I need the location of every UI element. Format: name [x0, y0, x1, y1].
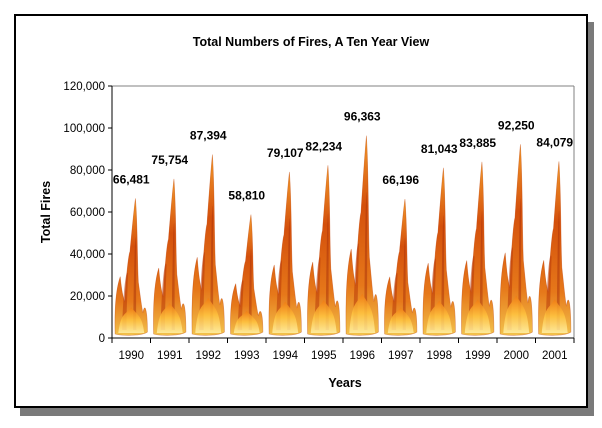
- flame-body: [153, 178, 187, 336]
- data-label: 96,363: [344, 110, 381, 124]
- x-tick-label: 1995: [311, 350, 337, 362]
- flame-streak: [556, 210, 560, 330]
- bar: [307, 165, 341, 336]
- flame-body: [268, 171, 302, 336]
- flame-core: [310, 300, 337, 333]
- y-tick-label: 100,000: [63, 123, 105, 135]
- y-tick-label: 120,000: [63, 81, 105, 93]
- flame-body: [461, 161, 495, 336]
- bar: [191, 154, 225, 336]
- x-tick-label: 1997: [388, 350, 414, 362]
- flame-core: [195, 297, 222, 333]
- flame-core: [156, 303, 183, 333]
- data-label: 66,481: [113, 172, 150, 186]
- flame-streak: [287, 218, 291, 330]
- plot-area: 0 20,000 40,000 60,000 80,000 100,000 120,000 1…: [63, 81, 575, 362]
- x-tick-label: 1998: [426, 350, 452, 362]
- flame-core: [118, 307, 145, 333]
- flame-body: [307, 165, 341, 336]
- flame-core: [387, 307, 414, 333]
- y-axis-label: Total Fires: [39, 181, 53, 243]
- flame-core: [349, 293, 376, 333]
- bar: [345, 135, 379, 336]
- x-tick-label: 2000: [503, 350, 529, 362]
- y-tick-label: 60,000: [70, 207, 105, 219]
- flame-body: [345, 135, 379, 336]
- data-label: 92,250: [498, 118, 535, 132]
- data-label: 83,885: [459, 136, 496, 150]
- x-tick-label: 1992: [195, 350, 221, 362]
- x-tick-label: 1994: [272, 350, 298, 362]
- flame-body: [191, 154, 225, 336]
- flame-streak: [479, 210, 483, 330]
- flame-core: [503, 295, 530, 333]
- flame-core: [272, 301, 299, 333]
- flame-body: [230, 214, 264, 336]
- x-axis-label: Years: [328, 376, 361, 390]
- flame-core: [541, 299, 568, 333]
- x-tick-label: 1996: [349, 350, 375, 362]
- flame-body: [499, 144, 533, 336]
- bar: [461, 161, 495, 336]
- bar: [268, 171, 302, 336]
- x-tick-label: 1993: [234, 350, 260, 362]
- flame-core: [233, 310, 260, 333]
- flame-body: [538, 161, 572, 336]
- flame-core: [426, 300, 453, 333]
- flame-body: [384, 198, 418, 336]
- data-label: 84,079: [536, 135, 573, 149]
- y-tick-label: 20,000: [70, 291, 105, 303]
- flame-streak: [248, 248, 252, 330]
- data-label: 79,107: [267, 146, 304, 160]
- y-tick-label: 80,000: [70, 165, 105, 177]
- bar: [230, 214, 264, 336]
- flame-streak: [133, 237, 137, 330]
- chart-title: Total Numbers of Fires, A Ten Year View: [193, 35, 430, 49]
- flame-streak: [518, 198, 522, 330]
- flame-body: [114, 198, 148, 336]
- flame-streak: [402, 237, 406, 330]
- data-label: 81,043: [421, 142, 458, 156]
- data-label: 87,394: [190, 128, 227, 142]
- bar: [538, 161, 572, 336]
- flame-streak: [441, 215, 445, 330]
- bar: [422, 167, 456, 336]
- data-label: 75,754: [151, 153, 188, 167]
- bar: [499, 144, 533, 336]
- x-tick-label: 2001: [542, 350, 568, 362]
- flame-streak: [325, 213, 329, 330]
- flame-body: [422, 167, 456, 336]
- bar: [114, 198, 148, 336]
- chart-frame: [14, 14, 588, 408]
- flame-streak: [364, 191, 368, 330]
- flame-streak: [210, 205, 214, 330]
- flame-core: [464, 299, 491, 333]
- x-tick-label: 1991: [157, 350, 183, 362]
- bar: [384, 198, 418, 336]
- x-tick-label: 1999: [465, 350, 491, 362]
- y-tick-label: 40,000: [70, 249, 105, 261]
- data-label: 82,234: [305, 139, 342, 153]
- flame-streak: [171, 223, 175, 330]
- x-tick-label: 1990: [118, 350, 144, 362]
- y-tick-label: 0: [99, 333, 105, 345]
- data-label: 66,196: [382, 173, 419, 187]
- bar: [153, 178, 187, 336]
- data-label: 58,810: [228, 188, 265, 202]
